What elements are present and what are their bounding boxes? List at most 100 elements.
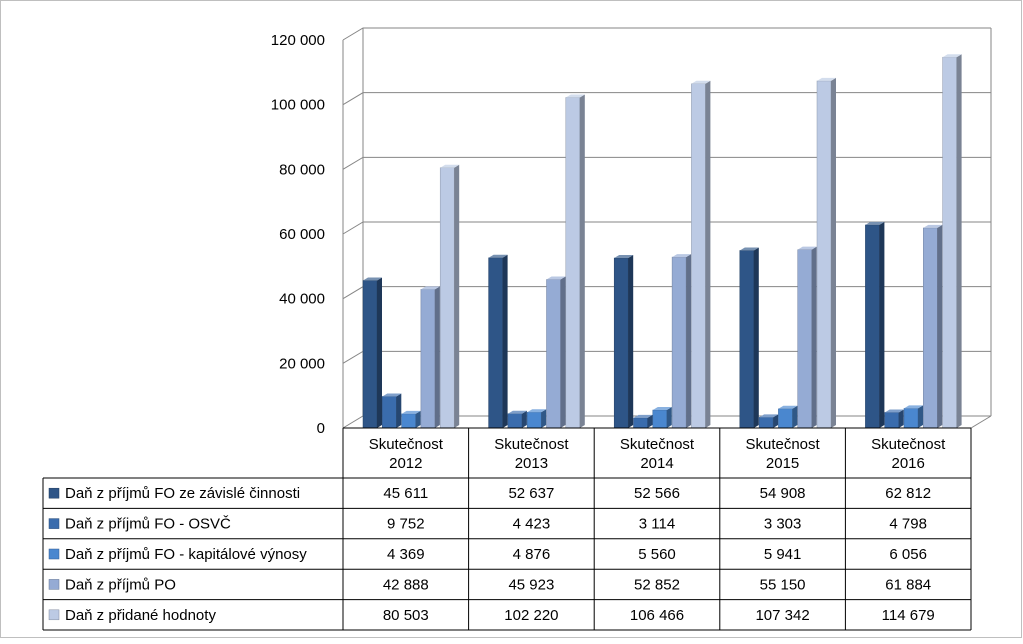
data-label-3-1: 45 923 [508, 576, 554, 593]
bar-2-4 [691, 80, 711, 429]
bar-side [811, 246, 817, 428]
bar-4-2 [903, 405, 923, 429]
data-label-3-4: 61 884 [885, 576, 931, 593]
data-label-1-0: 9 752 [387, 516, 425, 533]
bar-top [440, 164, 460, 168]
bar-side [956, 54, 962, 429]
bar-0-2 [401, 410, 421, 429]
bar-front [903, 408, 919, 429]
bar-side [918, 405, 923, 428]
bar-4-4 [942, 54, 962, 429]
bar-2-1 [633, 414, 653, 429]
bar-side [396, 393, 402, 428]
bar-side [377, 277, 382, 428]
bar-4-3 [923, 224, 943, 429]
bar-front [439, 167, 455, 429]
bar-4-1 [884, 409, 904, 429]
data-label-4-3: 107 342 [755, 607, 809, 624]
bar-1-0 [488, 254, 508, 429]
bar-3-1 [758, 414, 779, 429]
bar-side [454, 164, 460, 428]
bar-side [579, 94, 585, 428]
data-label-1-4: 4 798 [889, 516, 927, 533]
bar-side [647, 414, 653, 428]
bar-top [401, 410, 421, 414]
bar-top [797, 246, 817, 250]
bar-top [363, 277, 382, 281]
bar-side [521, 410, 527, 428]
bar-front [362, 280, 378, 429]
bar-2-3 [671, 254, 692, 429]
bar-side [628, 255, 634, 428]
bar-front [884, 412, 899, 429]
bar-front [691, 83, 706, 429]
bar-side [792, 405, 798, 428]
data-label-2-0: 4 369 [387, 546, 425, 563]
y-tick-label-6: 120 000 [271, 32, 325, 49]
data-label-2-4: 6 056 [889, 546, 927, 563]
legend-key-2 [48, 548, 60, 560]
bar-front [488, 257, 503, 429]
y-tick-label-5: 100 000 [271, 97, 325, 114]
bar-front [671, 256, 687, 429]
bar-front [401, 413, 416, 429]
bar-front [923, 227, 938, 429]
bar-0-1 [382, 393, 402, 429]
bar-front [633, 417, 648, 429]
bar-side [666, 407, 672, 428]
bar-front [778, 408, 793, 429]
legend-key-1 [48, 518, 60, 529]
data-label-0-1: 52 637 [508, 485, 554, 502]
bar-front [739, 250, 755, 429]
bar-3-3 [797, 246, 817, 429]
bar-side [898, 409, 904, 428]
bar-side [434, 286, 440, 428]
y-tick-label-1: 20 000 [279, 355, 325, 372]
data-label-2-2: 5 560 [638, 546, 676, 563]
bar-front [565, 97, 581, 429]
category-label-1: Skutečnost 2013 [494, 436, 569, 472]
bar-front [942, 56, 957, 429]
bar-1-1 [507, 410, 527, 429]
bar-front [865, 224, 880, 429]
data-label-4-0: 80 503 [383, 607, 429, 624]
bar-front [758, 417, 774, 429]
bar-front [816, 80, 832, 429]
bar-front [526, 411, 542, 429]
bar-top [382, 393, 402, 397]
bar-front [613, 257, 629, 429]
bar-top [759, 414, 779, 418]
bar-side [937, 224, 943, 428]
bar-top [672, 254, 692, 258]
bar-side [753, 247, 759, 428]
bar-top [691, 80, 711, 84]
series-name-2: Daň z příjmů FO - kapitálové výnosy [65, 546, 307, 563]
series-name-1: Daň z příjmů FO - OSVČ [65, 516, 231, 533]
data-label-4-4: 114 679 [882, 607, 935, 624]
bar-0-0 [362, 277, 382, 429]
bar-side [560, 276, 566, 428]
bar-side [502, 254, 508, 428]
data-label-4-1: 102 220 [504, 607, 558, 624]
bar-top [923, 224, 943, 228]
bar-front [797, 249, 812, 429]
bar-1-4 [565, 94, 585, 429]
data-label-0-3: 54 908 [760, 485, 806, 502]
category-label-0: Skutečnost 2012 [369, 436, 444, 472]
data-label-1-2: 3 114 [639, 516, 675, 533]
bar-top [546, 276, 566, 280]
bar-top [633, 414, 653, 418]
y-tick-label-0: 0 [317, 420, 325, 437]
data-label-3-0: 42 888 [383, 576, 429, 593]
data-label-0-2: 52 566 [634, 485, 680, 502]
bar-top [817, 77, 836, 81]
category-label-2: Skutečnost 2014 [620, 436, 695, 472]
bar-side [773, 414, 779, 428]
bar-3-2 [778, 405, 798, 429]
bar-top [865, 221, 885, 225]
data-label-1-1: 4 423 [513, 516, 551, 533]
bar-0-4 [439, 164, 460, 429]
bar-front [382, 396, 397, 429]
